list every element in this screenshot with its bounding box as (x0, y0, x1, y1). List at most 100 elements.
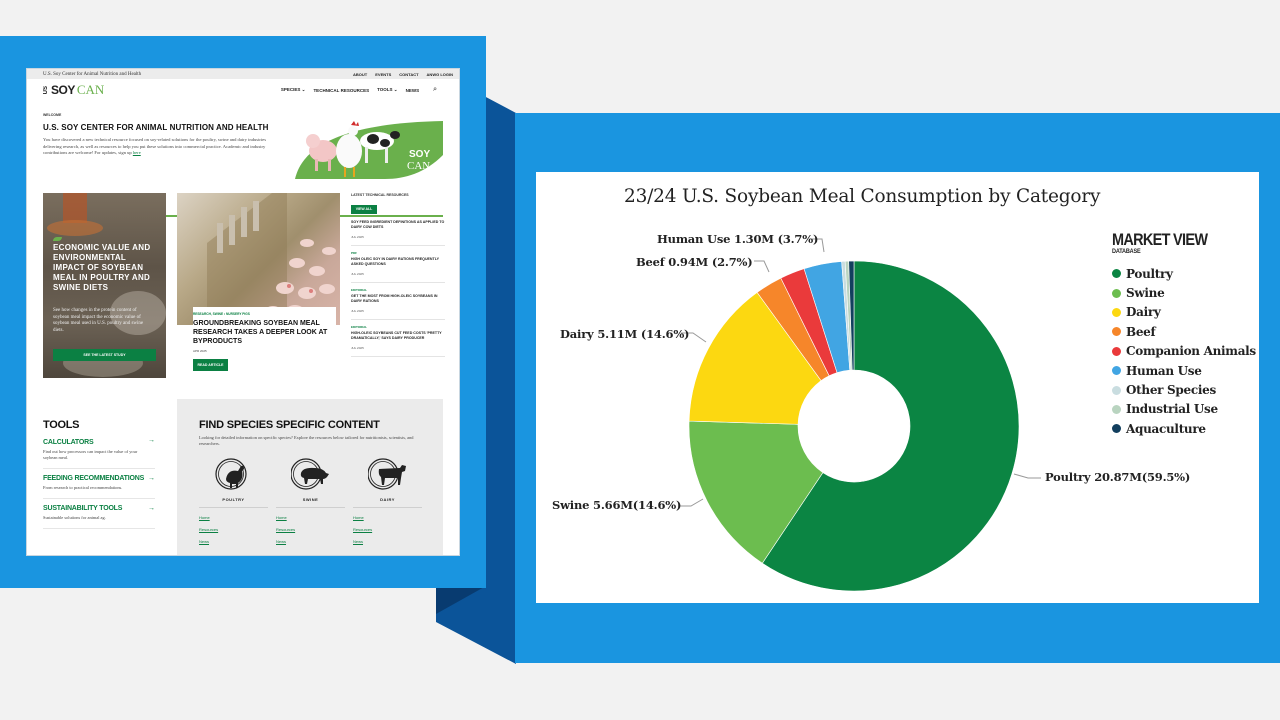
legend-swatch-icon (1112, 346, 1121, 356)
nav-news[interactable]: NEWS (405, 87, 420, 93)
hero-animals-illustration: SOY CAN (295, 121, 443, 179)
slice-swine[interactable] (688, 420, 824, 564)
tool-desc: Find out how processors can impact the v… (43, 449, 138, 460)
legend-item-industrial-use[interactable]: Industrial Use (1112, 400, 1256, 419)
search-icon[interactable]: ⌕ (433, 86, 437, 93)
swine-home-link[interactable]: Home (276, 515, 287, 520)
legend-item-aquaculture[interactable]: Aquaculture (1112, 419, 1256, 438)
resource-item[interactable]: EDITORIAL HIGH-OLEIC SOYBEANS CUT FEED C… (351, 320, 445, 357)
poultry-home-link[interactable]: Home (199, 515, 210, 520)
legend-swatch-icon (1112, 404, 1121, 414)
legend-swatch-icon (1112, 385, 1121, 395)
nursery-pigs-photo (177, 193, 340, 325)
species-column-dairy: DAIRY Home Resources News (353, 457, 422, 544)
article-title[interactable]: GROUNDBREAKING SOYBEAN MEAL RESEARCH TAK… (193, 320, 328, 345)
nav-technical-resources[interactable]: TECHNICAL RESOURCES (313, 87, 370, 93)
topbar-link-contact[interactable]: CONTACT (399, 71, 419, 77)
legend-item-poultry[interactable]: Poultry (1112, 264, 1256, 283)
tool-name[interactable]: SUSTAINABILITY TOOLS (43, 505, 123, 512)
legend-item-companion-animals[interactable]: Companion Animals (1112, 342, 1256, 361)
us-soy-can-logo[interactable]: US SOY CAN (43, 82, 104, 98)
dairy-news-link[interactable]: News (353, 539, 364, 544)
tool-desc: From research to practical recommendatio… (43, 485, 123, 490)
poultry-icon[interactable] (214, 457, 254, 491)
chart-legend: MARKET VIEW DATABASE Poultry Swine Dairy Be… (1112, 230, 1256, 439)
legend-label: Industrial Use (1126, 402, 1218, 417)
tool-feeding-recommendations[interactable]: FEEDING RECOMMENDATIONS From research to… (43, 469, 155, 499)
dairy-cow-icon[interactable] (367, 457, 408, 491)
slice-poultry[interactable] (761, 260, 1020, 592)
article-card[interactable]: RESEARCH, SWINE • NURSERY PIGS GROUNDBRE… (177, 193, 340, 378)
legend-label: Aquaculture (1126, 421, 1206, 436)
tools-section: TOOLS CALCULATORS Find out how processor… (43, 419, 155, 529)
legend-item-other-species[interactable]: Other Species (1112, 380, 1256, 399)
resource-item[interactable]: PDF HIGH OLEIC SOY IN DAIRY RATIONS FREQ… (351, 246, 445, 283)
nav-tools[interactable]: TOOLS ⌄ (377, 87, 398, 92)
view-all-button[interactable]: VIEW ALL (351, 204, 377, 214)
feature-card-economic-value[interactable]: ECONOMIC VALUE AND ENVIRONMENTAL IMPACT … (43, 193, 166, 378)
species-name: SWINE (302, 497, 319, 502)
resource-item[interactable]: EDITORIAL GET THE MOST FROM HIGH-OLEIC S… (351, 283, 445, 320)
legend-label: Human Use (1126, 363, 1202, 378)
legend-label: Companion Animals (1126, 344, 1256, 359)
chicken-icon (336, 121, 362, 177)
swine-resources-link[interactable]: Resources (276, 527, 296, 532)
legend-item-human-use[interactable]: Human Use (1112, 361, 1256, 380)
hero-title: U.S. SOY CENTER FOR ANIMAL NUTRITION AND… (43, 123, 269, 132)
resource-tag: PDF (351, 251, 357, 255)
resource-date: JUL 2025 (351, 235, 364, 239)
signup-link[interactable]: here (132, 150, 141, 155)
website-screenshot: U.S. Soy Center for Animal Nutrition and… (26, 68, 460, 556)
swine-icon[interactable] (290, 457, 331, 491)
logo-soy: SOY (51, 83, 75, 97)
slice-aquaculture[interactable] (848, 260, 855, 371)
feature-card-body: See how changes in the protein content o… (53, 308, 144, 333)
dairy-resources-link[interactable]: Resources (353, 527, 373, 532)
resource-title[interactable]: HIGH OLEIC SOY IN DAIRY RATIONS FREQUENT… (351, 257, 439, 266)
swine-news-link[interactable]: News (276, 539, 287, 544)
read-article-button[interactable]: READ ARTICLE (193, 359, 228, 371)
nav-species[interactable]: SPECIES ⌄ (280, 87, 306, 92)
resource-item[interactable]: SOY FEED INGREDIENT DEFINITIONS AS APPLI… (351, 215, 445, 246)
topbar-link-about[interactable]: ABOUT (353, 71, 368, 77)
tool-name[interactable]: FEEDING RECOMMENDATIONS (43, 475, 145, 482)
hero-section: WELCOME U.S. SOY CENTER FOR ANIMAL NUTRI… (27, 101, 459, 217)
legend-item-beef[interactable]: Beef (1112, 322, 1256, 341)
tool-sustainability[interactable]: SUSTAINABILITY TOOLS Sustainable solutio… (43, 499, 155, 529)
legend-label: Dairy (1126, 305, 1161, 320)
resource-date: JUL 2025 (351, 272, 364, 276)
legend-item-dairy[interactable]: Dairy (1112, 303, 1256, 322)
poultry-news-link[interactable]: News (199, 539, 210, 544)
legend-item-swine[interactable]: Swine (1112, 283, 1256, 302)
resource-tag: EDITORIAL (351, 288, 368, 292)
arrow-right-icon[interactable]: → (148, 475, 155, 482)
resource-tag: EDITORIAL (351, 325, 368, 329)
donut-chart (688, 260, 1020, 592)
see-latest-study-button[interactable]: SEE THE LATEST STUDY (53, 349, 156, 361)
slice-dairy[interactable] (688, 292, 822, 425)
resource-title[interactable]: GET THE MOST FROM HIGH-OLEIC SOYBEANS IN… (351, 294, 438, 303)
feature-card-title: ECONOMIC VALUE AND ENVIRONMENTAL IMPACT … (53, 243, 151, 292)
poultry-resources-link[interactable]: Resources (199, 527, 219, 532)
arrow-right-icon[interactable]: → (148, 505, 155, 512)
species-column-swine: SWINE Home Resources News (276, 457, 345, 544)
legend-swatch-icon (1112, 327, 1121, 337)
legend-swatch-icon (1112, 269, 1121, 279)
tool-calculators[interactable]: CALCULATORS Find out how processors can … (43, 431, 155, 469)
resource-date: JUL 2025 (351, 309, 364, 313)
resource-title[interactable]: HIGH-OLEIC SOYBEANS CUT FEED COSTS 'PRET… (351, 331, 442, 340)
chart-title: 23/24 U.S. Soybean Meal Consumption by C… (624, 186, 1101, 207)
main-nav: US SOY CAN SPECIES ⌄ TECHNICAL RESOURCES… (27, 79, 459, 101)
arrow-right-icon[interactable]: → (148, 437, 155, 444)
species-heading: FIND SPECIES SPECIFIC CONTENT (199, 419, 380, 431)
utility-bar: U.S. Soy Center for Animal Nutrition and… (27, 69, 459, 79)
topbar-link-login[interactable]: ANWG LOGIN (426, 71, 453, 77)
dairy-home-link[interactable]: Home (353, 515, 364, 520)
topbar-link-events[interactable]: EVENTS (375, 71, 392, 77)
legend-label: Beef (1126, 324, 1156, 339)
org-name: U.S. Soy Center for Animal Nutrition and… (43, 71, 142, 77)
legend-subtitle: DATABASE (1112, 248, 1141, 255)
resource-title[interactable]: SOY FEED INGREDIENT DEFINITIONS AS APPLI… (351, 220, 445, 229)
tool-name[interactable]: CALCULATORS (43, 439, 94, 446)
species-column-poultry: POULTRY Home Resources News (199, 457, 268, 544)
